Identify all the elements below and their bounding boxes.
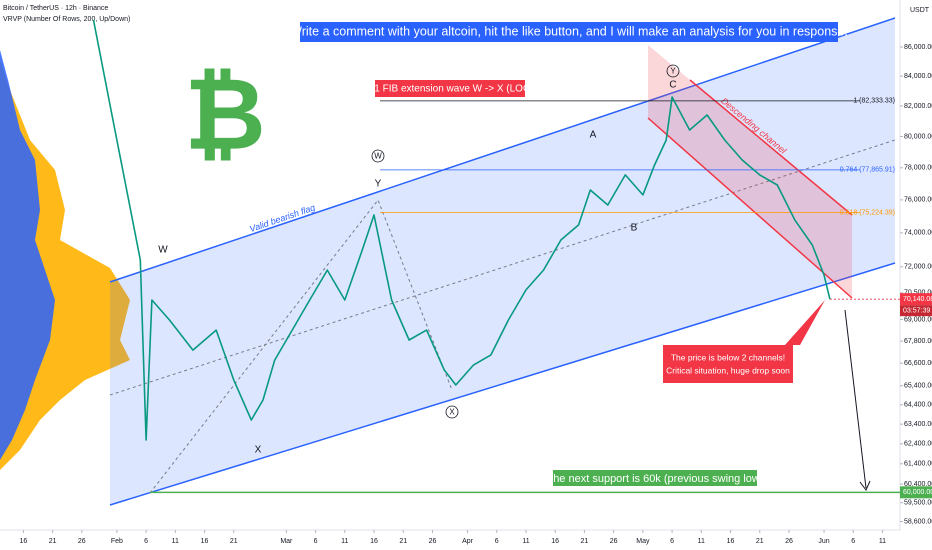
- descending-channel: [648, 45, 852, 298]
- circled-wave-label: Y: [670, 67, 676, 76]
- x-tick-label: 21: [581, 538, 589, 545]
- symbol: Bitcoin / TetherUS · 12h · Binance: [3, 5, 108, 12]
- banner-box: [300, 22, 838, 42]
- y-tick-label: 63,400.00: [904, 421, 932, 428]
- x-tick-label: 6: [314, 538, 318, 545]
- desc-lower: [647, 117, 853, 299]
- x-tick-label: 6: [144, 538, 148, 545]
- fib-level-label: 0.618 (75,224.39): [840, 209, 895, 216]
- x-tick-label: 6: [851, 538, 855, 545]
- circled-wave-label: X: [449, 408, 455, 417]
- y-tick-label: 69,000.00: [904, 316, 932, 323]
- wave-circle: [445, 405, 459, 419]
- x-tick-label: 11: [341, 538, 348, 545]
- x-tick-label: May: [636, 538, 650, 545]
- y-tick-label: 74,000.00: [904, 230, 932, 237]
- drop-arrow-head: [859, 480, 871, 491]
- countdown: 03:57:39: [903, 308, 930, 315]
- x-tick-label: 16: [727, 538, 735, 545]
- x-tick-label: 21: [49, 538, 57, 545]
- x-tick-label: Apr: [462, 538, 474, 545]
- support-tag-label: 60,000.00: [903, 489, 932, 496]
- y-tick-label: 72,000.00: [904, 264, 932, 271]
- wave-label: X: [255, 445, 262, 456]
- banner: Write a comment with your altcoin, hit t…: [290, 24, 848, 38]
- y-tick-label: 59,500.00: [904, 500, 932, 507]
- wave-circle: [666, 64, 680, 78]
- x-tick-label: 16: [201, 538, 209, 545]
- x-tick-label: 11: [522, 538, 529, 545]
- x-tick-label: 11: [172, 538, 179, 545]
- y-tick-label: 82,000.00: [904, 103, 932, 110]
- fib-level-label: 0.764 (77,865.91): [840, 167, 895, 174]
- y-tick-label: 60,400.00: [904, 481, 932, 488]
- x-tick-label: 21: [230, 538, 238, 545]
- y-tick-label: 58,600.00: [904, 518, 932, 525]
- ascending-channel: [110, 18, 895, 505]
- callout-line: The price is below 2 channels!: [671, 352, 785, 362]
- x-tick-label: Mar: [280, 538, 293, 545]
- wave-label: W: [158, 245, 168, 256]
- x-tick-label: 26: [785, 538, 793, 545]
- y-tick-label: 67,800.00: [904, 338, 932, 345]
- wave-circle: [371, 149, 385, 163]
- x-tick-label: 21: [399, 538, 407, 545]
- countdown-tag: [900, 305, 932, 317]
- channel-upper: [109, 17, 896, 283]
- x-tick-label: 11: [879, 538, 886, 545]
- wave-label: Y: [375, 179, 382, 190]
- callout-line: Critical situation, huge drop soon: [666, 365, 790, 375]
- y-tick-label: 61,400.00: [904, 461, 932, 468]
- y-tick-label: 84,000.00: [904, 73, 932, 80]
- fib-level-label: 1 (82,333.33): [853, 98, 895, 105]
- price-line: [92, 19, 831, 441]
- support-box: [553, 470, 757, 486]
- last-price-tag-label: 70,140.08: [903, 296, 932, 303]
- support-tag: [900, 486, 932, 499]
- support-note: The next support is 60k (previous swing …: [546, 473, 763, 485]
- y-tick-label: 86,000.00: [904, 44, 932, 51]
- drop-arrow: [844, 309, 867, 489]
- y-tick-label: 66,600.00: [904, 360, 932, 367]
- x-tick-label: 6: [495, 538, 499, 545]
- unit: USDT: [910, 7, 930, 14]
- wave-label: C: [669, 80, 676, 91]
- callout-pointer: [785, 300, 825, 345]
- x-tick-label: Jun: [818, 538, 829, 545]
- y-tick-label: 64,400.00: [904, 402, 932, 409]
- y-tick-label: 78,000.00: [904, 165, 932, 172]
- x-tick-label: 16: [370, 538, 378, 545]
- x-tick-label: Feb: [111, 538, 123, 545]
- wave-label: B: [631, 223, 638, 234]
- callout-box: [663, 345, 793, 383]
- desc-upper: [689, 79, 853, 216]
- channel-lower: [109, 262, 896, 506]
- fib-box: [375, 80, 525, 97]
- wave-label: A: [590, 130, 597, 141]
- x-tick-label: 16: [19, 538, 27, 545]
- volume-profile-down: [0, 50, 55, 460]
- x-tick-label: 21: [756, 538, 764, 545]
- x-tick-label: 6: [670, 538, 674, 545]
- x-tick-label: 26: [610, 538, 618, 545]
- logo: ₿: [184, 58, 266, 170]
- x-tick-label: 11: [698, 538, 705, 545]
- y-tick-label: 65,400.00: [904, 383, 932, 390]
- x-tick-label: 26: [429, 538, 437, 545]
- y-tick-label: 62,400.00: [904, 441, 932, 448]
- last-price-tag: [900, 293, 932, 306]
- y-tick-label: 80,000.00: [904, 133, 932, 140]
- x-tick-label: 16: [551, 538, 559, 545]
- indicator: VRVP (Number Of Rows, 200, Up/Down): [3, 16, 130, 23]
- x-tick-label: 26: [78, 538, 86, 545]
- fib-title: 1:1 FIB extension wave W -> X (LOG): [366, 84, 534, 95]
- y-tick-label: 76,000.00: [904, 197, 932, 204]
- circled-wave-label: W: [374, 152, 382, 161]
